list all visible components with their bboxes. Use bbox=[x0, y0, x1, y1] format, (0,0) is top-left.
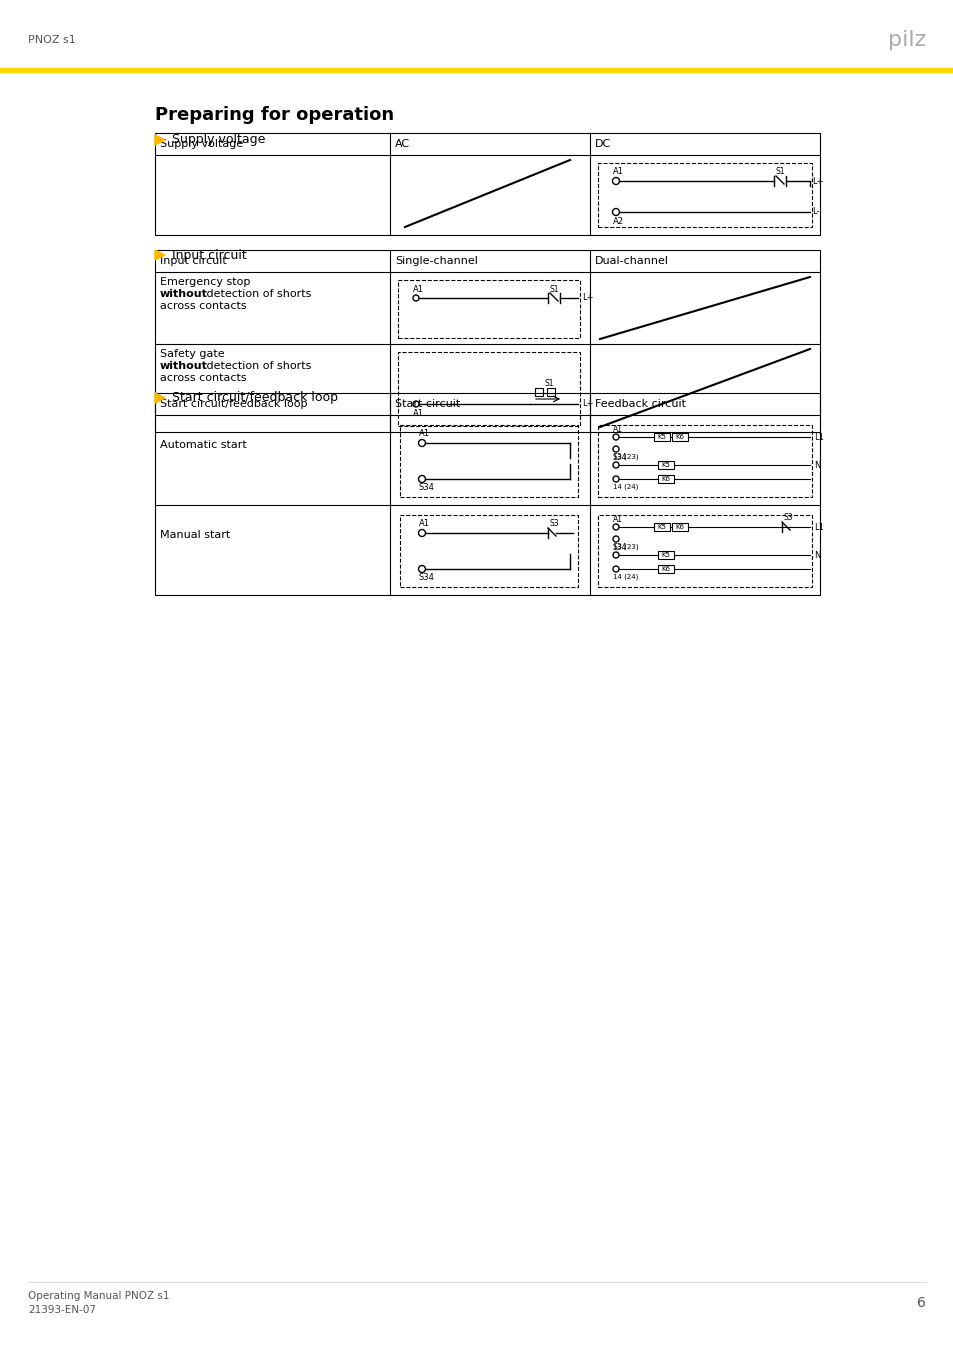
Text: Input circuit: Input circuit bbox=[160, 256, 227, 266]
Text: Automatic start: Automatic start bbox=[160, 440, 247, 450]
Bar bbox=[397, 352, 579, 427]
Bar bbox=[399, 425, 578, 497]
Bar bbox=[654, 433, 669, 441]
Text: DC: DC bbox=[595, 139, 611, 148]
Text: without: without bbox=[160, 289, 208, 298]
Text: Start circuit/feedback loop: Start circuit/feedback loop bbox=[160, 400, 307, 409]
Text: 13 (23): 13 (23) bbox=[613, 454, 638, 460]
Bar bbox=[397, 279, 579, 338]
Text: A1: A1 bbox=[413, 285, 423, 293]
Text: S1: S1 bbox=[550, 285, 558, 293]
Text: Supply voltage: Supply voltage bbox=[160, 139, 243, 148]
Text: S34: S34 bbox=[418, 574, 435, 582]
Text: A2: A2 bbox=[613, 216, 623, 225]
Text: A1: A1 bbox=[613, 514, 622, 524]
Text: K6: K6 bbox=[660, 477, 669, 482]
Text: K6: K6 bbox=[660, 566, 669, 572]
Polygon shape bbox=[154, 250, 165, 261]
Bar bbox=[598, 163, 811, 227]
Text: L1: L1 bbox=[813, 432, 823, 441]
Text: 13 (23): 13 (23) bbox=[613, 544, 638, 551]
Text: K5: K5 bbox=[660, 462, 669, 468]
Text: L+: L+ bbox=[811, 177, 822, 185]
Text: 14 (24): 14 (24) bbox=[613, 483, 638, 490]
Text: A1: A1 bbox=[413, 409, 423, 417]
Text: without: without bbox=[160, 360, 208, 371]
Text: L+: L+ bbox=[581, 400, 593, 409]
Text: K6: K6 bbox=[675, 433, 683, 440]
Text: S3: S3 bbox=[550, 520, 559, 528]
Text: S3: S3 bbox=[783, 513, 793, 522]
Text: A1: A1 bbox=[613, 167, 623, 177]
Text: AC: AC bbox=[395, 139, 410, 148]
Bar bbox=[154, 250, 820, 432]
Text: Input circuit: Input circuit bbox=[172, 248, 247, 262]
Text: K6: K6 bbox=[675, 524, 683, 531]
Bar bbox=[535, 387, 542, 396]
Text: K5: K5 bbox=[657, 433, 665, 440]
Bar bbox=[671, 522, 687, 531]
Text: Preparing for operation: Preparing for operation bbox=[154, 107, 394, 124]
Text: A1: A1 bbox=[613, 424, 622, 433]
Polygon shape bbox=[154, 393, 165, 404]
Text: A1: A1 bbox=[418, 429, 430, 439]
Text: Start circuit: Start circuit bbox=[395, 400, 459, 409]
Text: Manual start: Manual start bbox=[160, 531, 230, 540]
Bar bbox=[658, 551, 673, 559]
Text: S34: S34 bbox=[613, 543, 627, 552]
Bar bbox=[399, 514, 578, 587]
Text: pilz: pilz bbox=[886, 30, 925, 50]
Text: Dual-channel: Dual-channel bbox=[595, 256, 668, 266]
Text: L+: L+ bbox=[581, 293, 593, 302]
Bar bbox=[658, 566, 673, 572]
Bar bbox=[658, 460, 673, 468]
Text: 14 (24): 14 (24) bbox=[613, 574, 638, 580]
Text: Operating Manual PNOZ s1: Operating Manual PNOZ s1 bbox=[28, 1291, 170, 1301]
Bar bbox=[546, 387, 555, 396]
Bar bbox=[658, 475, 673, 483]
Text: Feedback circuit: Feedback circuit bbox=[595, 400, 685, 409]
Text: Single-channel: Single-channel bbox=[395, 256, 477, 266]
Bar bbox=[154, 393, 820, 595]
Text: detection of shorts: detection of shorts bbox=[203, 360, 311, 371]
Bar bbox=[598, 514, 811, 587]
Text: 21393-EN-07: 21393-EN-07 bbox=[28, 1305, 96, 1315]
Text: A1: A1 bbox=[418, 520, 430, 528]
Bar bbox=[671, 433, 687, 441]
Text: S34: S34 bbox=[418, 483, 435, 493]
Text: Start circuit/feedback loop: Start circuit/feedback loop bbox=[172, 392, 337, 405]
Text: Emergency stop: Emergency stop bbox=[160, 277, 250, 288]
Text: N: N bbox=[813, 551, 820, 559]
Text: L-: L- bbox=[811, 208, 819, 216]
Text: S1: S1 bbox=[544, 379, 554, 389]
Bar bbox=[154, 134, 820, 235]
Text: K5: K5 bbox=[657, 524, 665, 531]
Text: S34: S34 bbox=[613, 452, 627, 462]
Text: Safety gate: Safety gate bbox=[160, 350, 224, 359]
Text: N: N bbox=[813, 460, 820, 470]
Text: K5: K5 bbox=[660, 552, 669, 558]
Bar bbox=[598, 425, 811, 497]
Text: detection of shorts: detection of shorts bbox=[203, 289, 311, 298]
Text: across contacts: across contacts bbox=[160, 373, 247, 383]
Text: across contacts: across contacts bbox=[160, 301, 247, 310]
Text: PNOZ s1: PNOZ s1 bbox=[28, 35, 75, 45]
Text: S1: S1 bbox=[775, 167, 784, 177]
Text: 6: 6 bbox=[916, 1296, 925, 1310]
Polygon shape bbox=[154, 135, 165, 144]
Bar bbox=[654, 522, 669, 531]
Text: Supply voltage: Supply voltage bbox=[172, 134, 265, 147]
Text: L1: L1 bbox=[813, 522, 823, 532]
Bar bbox=[0, 68, 953, 72]
